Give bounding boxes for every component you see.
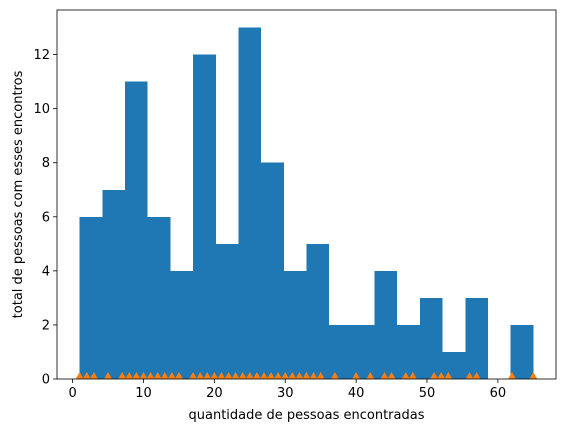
marker-41 (444, 372, 453, 379)
marker-27 (288, 372, 297, 379)
marker-43 (472, 372, 481, 379)
histogram-bar-17 (465, 297, 488, 379)
marker-22 (252, 372, 261, 379)
x-tick-label-20: 20 (206, 386, 223, 401)
histogram-bar-10 (306, 243, 330, 379)
histogram-bar-9 (283, 270, 307, 379)
marker-17 (217, 372, 226, 379)
marker-20 (238, 372, 247, 379)
marker-3 (104, 372, 113, 379)
histogram-bar-8 (261, 162, 284, 379)
marker-30 (309, 372, 318, 379)
histogram-bar-11 (329, 324, 352, 379)
marker-33 (352, 372, 361, 379)
marker-26 (281, 372, 290, 379)
histogram-bar-7 (238, 27, 262, 379)
marker-37 (401, 372, 410, 379)
marker-0 (75, 372, 84, 379)
marker-10 (160, 372, 169, 379)
marker-32 (330, 372, 339, 379)
y-tick-label-0: 0 (42, 373, 50, 388)
y-tick-label-12: 12 (33, 48, 50, 63)
marker-19 (231, 372, 240, 379)
marker-2 (89, 372, 98, 379)
marker-21 (245, 372, 254, 379)
y-tick-label-2: 2 (42, 318, 50, 333)
x-axis-label: quantidade de pessoas encontradas (189, 408, 425, 423)
histogram-bar-12 (351, 324, 375, 379)
marker-39 (430, 372, 439, 379)
histogram-bar-3 (147, 216, 171, 379)
marker-11 (167, 372, 176, 379)
marker-36 (387, 372, 396, 379)
marker-15 (203, 372, 212, 379)
y-tick-label-8: 8 (42, 156, 50, 171)
x-tick-label-0: 0 (68, 386, 76, 401)
x-tick-label-50: 50 (419, 386, 436, 401)
marker-25 (274, 372, 283, 379)
x-tick-label-30: 30 (277, 386, 294, 401)
marker-5 (125, 372, 134, 379)
marker-8 (146, 372, 155, 379)
marker-24 (267, 372, 276, 379)
marker-29 (302, 372, 311, 379)
marker-45 (529, 372, 538, 379)
histogram-bar-5 (193, 54, 216, 379)
marker-40 (437, 372, 446, 379)
marker-9 (153, 372, 162, 379)
histogram-bar-6 (215, 243, 239, 379)
x-tick-label-60: 60 (490, 386, 507, 401)
histogram-bar-13 (374, 270, 398, 379)
plot-frame (56, 9, 557, 380)
marker-7 (139, 372, 148, 379)
y-tick-label-10: 10 (33, 102, 50, 117)
marker-31 (316, 372, 325, 379)
marker-16 (210, 372, 219, 379)
marker-23 (259, 372, 268, 379)
x-tick-label-10: 10 (135, 386, 152, 401)
y-tick-label-6: 6 (42, 210, 50, 225)
marker-13 (189, 372, 198, 379)
histogram-bar-16 (442, 351, 466, 379)
marker-34 (366, 372, 375, 379)
y-tick-label-4: 4 (42, 264, 50, 279)
data-point-markers (75, 372, 538, 379)
histogram-bar-4 (170, 270, 194, 379)
histogram-bar-14 (397, 324, 420, 379)
marker-14 (196, 372, 205, 379)
y-axis-ticks: 0 2 4 6 8 10 12 (33, 48, 57, 388)
marker-12 (174, 372, 183, 379)
marker-35 (380, 372, 389, 379)
marker-4 (118, 372, 127, 379)
marker-42 (465, 372, 474, 379)
marker-38 (408, 372, 417, 379)
marker-28 (295, 372, 304, 379)
x-axis-ticks: 0 10 20 30 40 50 60 (68, 379, 506, 401)
y-axis-label: total de pessoas com esses encontros (11, 70, 26, 318)
marker-44 (508, 372, 517, 379)
histogram-bar-1 (102, 189, 126, 379)
histogram-bar-19 (510, 324, 534, 379)
marker-18 (224, 372, 233, 379)
histogram-bar-15 (419, 297, 443, 379)
marker-1 (82, 372, 91, 379)
histogram-bars (79, 27, 534, 379)
x-tick-label-40: 40 (348, 386, 365, 401)
histogram-bar-0 (79, 216, 103, 379)
marker-6 (132, 372, 141, 379)
histogram-bar-2 (125, 81, 148, 379)
